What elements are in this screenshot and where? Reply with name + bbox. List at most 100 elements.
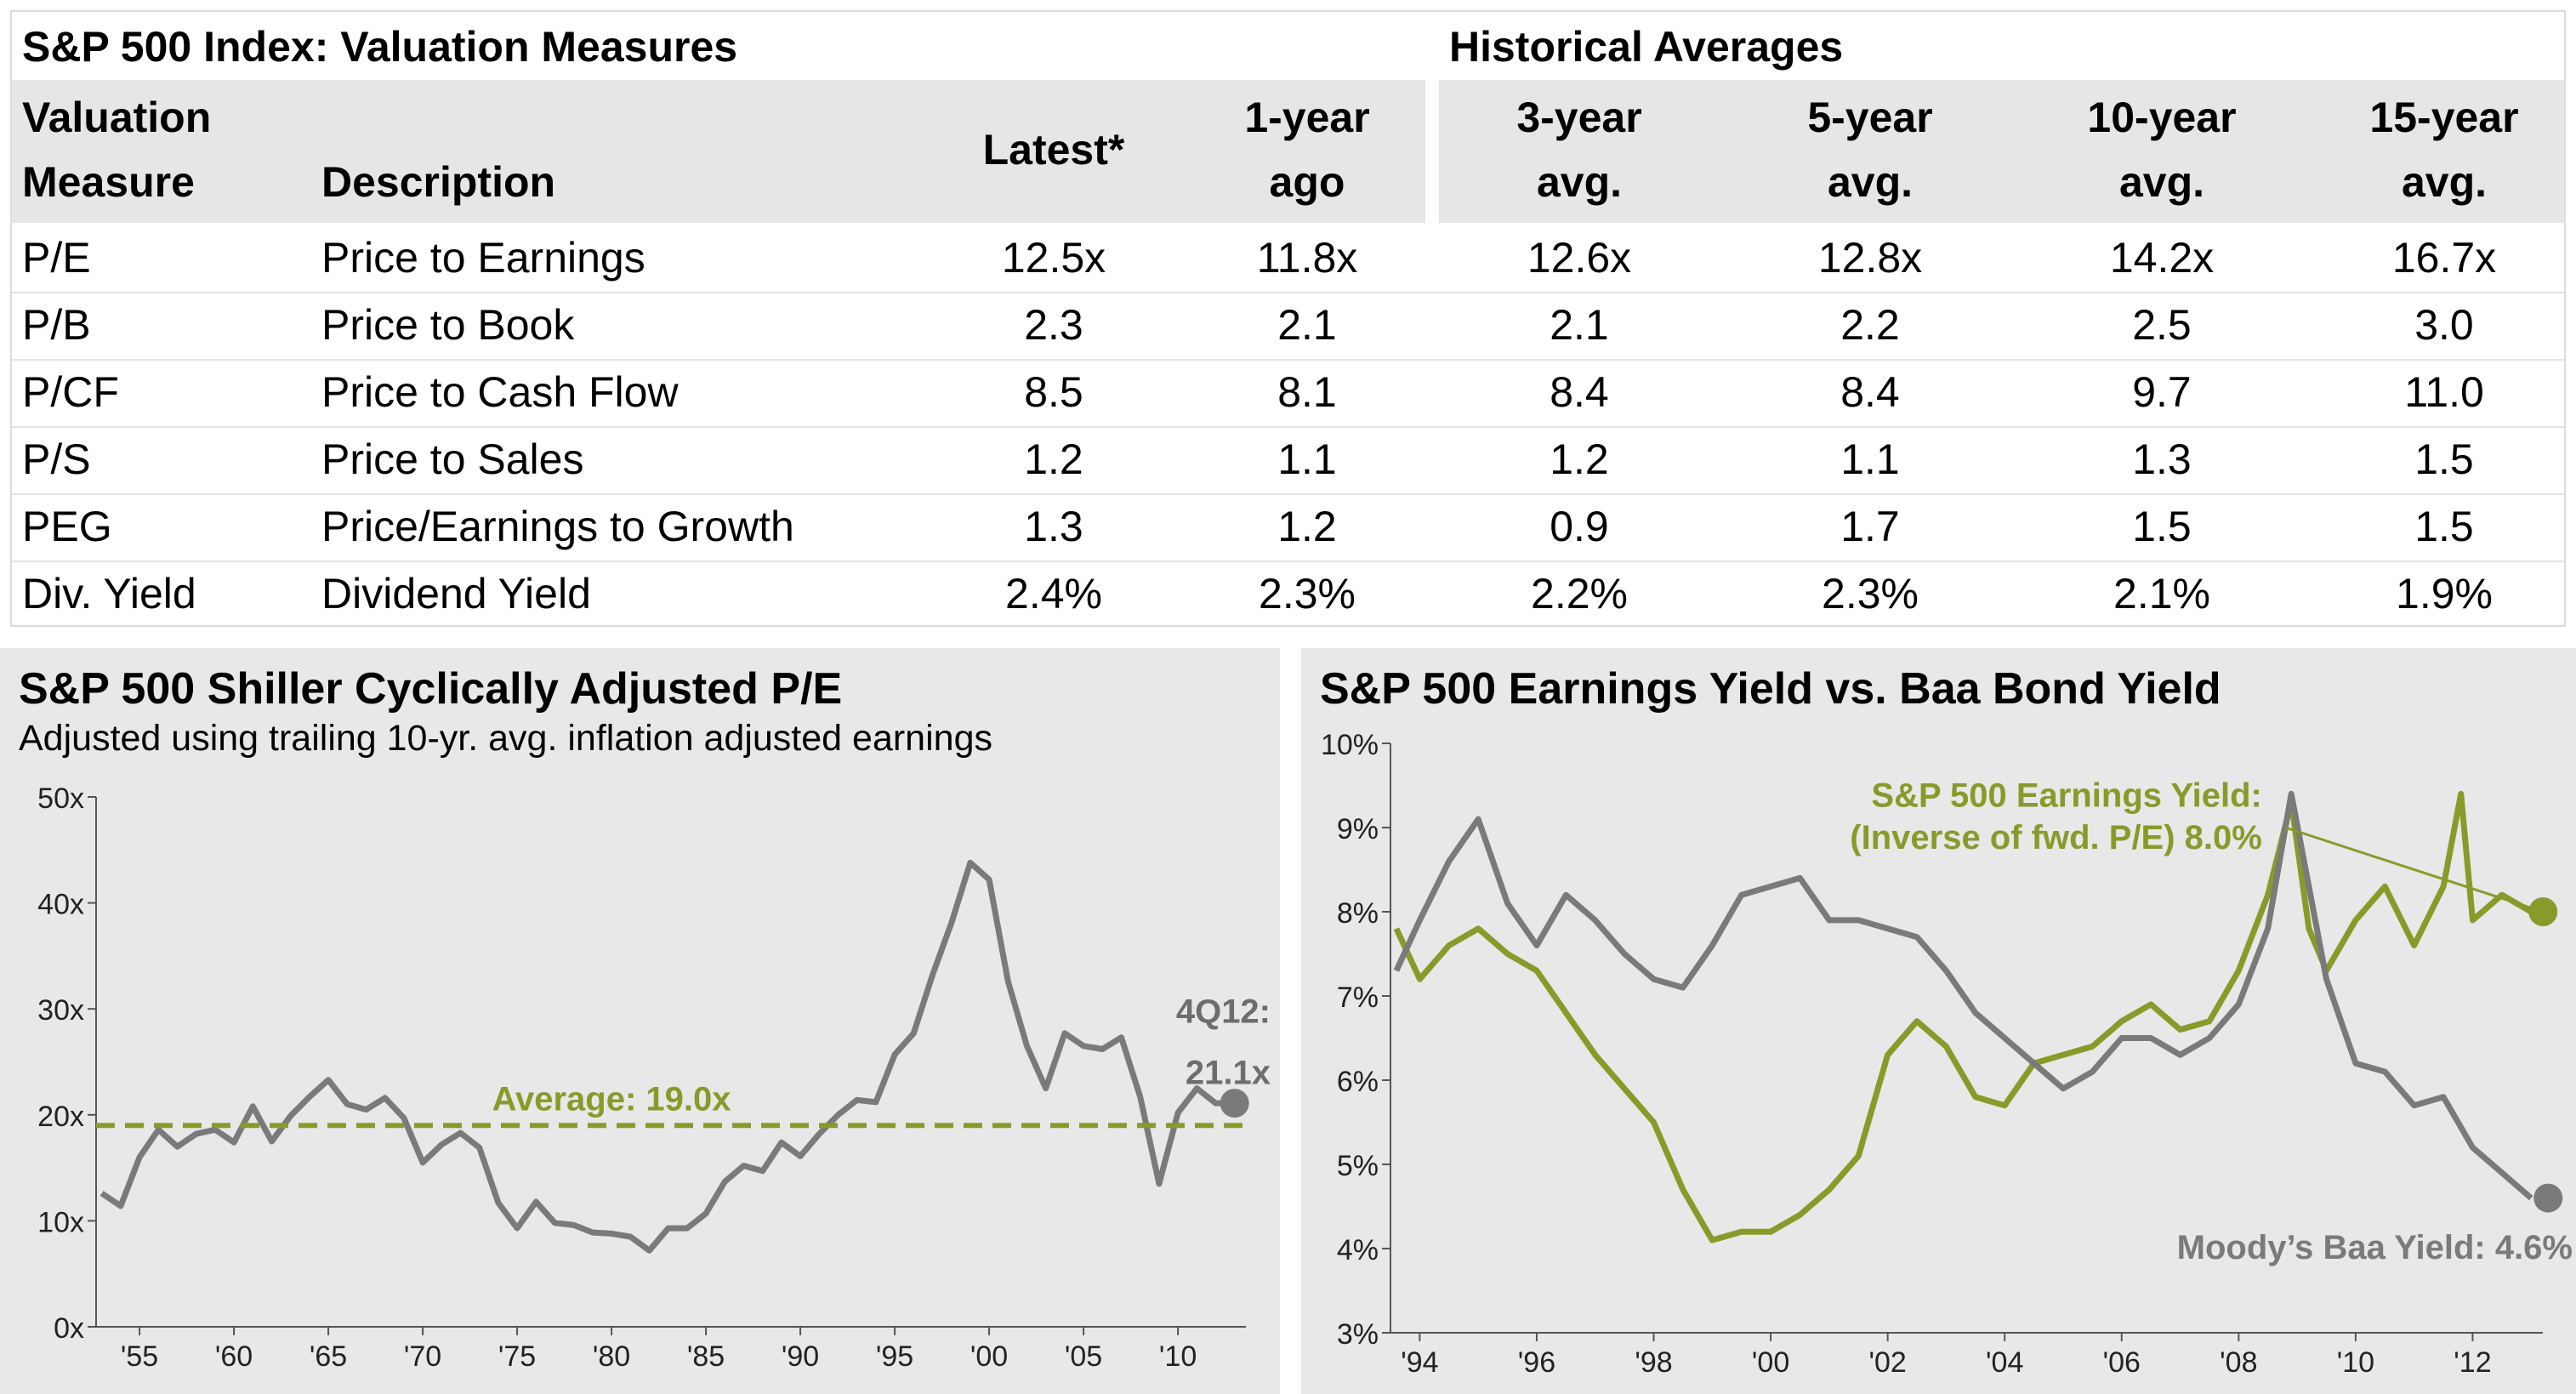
yield-x-tick-label: '94	[1401, 1346, 1438, 1379]
cell-avg3: 8.4	[1550, 368, 1609, 416]
yield-y-tick-label: 7%	[1337, 981, 1379, 1014]
cape-x-tick-label: '95	[876, 1340, 913, 1373]
cape-x-tick-label: '65	[310, 1340, 347, 1373]
cell-description: Price to Book	[321, 301, 575, 349]
cape-chart-title: S&P 500 Shiller Cyclically Adjusted P/E	[19, 664, 843, 714]
yield-chart-title: S&P 500 Earnings Yield vs. Baa Bond Yiel…	[1320, 664, 2221, 714]
header-measure-line2: Measure	[22, 158, 195, 206]
cell-avg10: 1.5	[2132, 503, 2192, 550]
cell-year-ago: 8.1	[1277, 368, 1337, 416]
cape-y-tick-label: 30x	[37, 994, 84, 1027]
cape-x-tick-label: '90	[782, 1340, 819, 1373]
cell-avg3: 0.9	[1550, 503, 1609, 550]
cell-latest: 8.5	[1024, 368, 1083, 416]
table-row: P/B Price to Book 2.3 2.1 2.1 2.2 2.5 3.…	[12, 292, 2564, 359]
cell-description: Price to Sales	[321, 435, 584, 483]
cell-avg5: 2.3%	[1822, 570, 1919, 617]
row-divider	[12, 359, 2564, 361]
cell-avg15: 3.0	[2414, 301, 2474, 349]
cape-x-tick-label: '70	[404, 1340, 441, 1373]
cape-y-tick-label: 40x	[37, 889, 84, 921]
cape-x-tick-label: '55	[121, 1340, 158, 1373]
cell-latest: 2.4%	[1005, 570, 1102, 617]
row-divider	[12, 426, 2564, 428]
header-year-ago-line2: ago	[1269, 158, 1345, 206]
cape-x-tick-label: '75	[498, 1340, 536, 1373]
yield-y-tick-label: 5%	[1337, 1150, 1379, 1182]
cape-end-marker	[1220, 1089, 1249, 1118]
cape-y-tick-label: 50x	[37, 782, 84, 815]
yield-y-tick-label: 9%	[1337, 813, 1379, 845]
cell-avg15: 1.9%	[2396, 570, 2493, 617]
cape-y-tick-label: 10x	[37, 1206, 84, 1238]
cell-description: Dividend Yield	[321, 570, 591, 617]
cape-x-tick-label: '00	[970, 1340, 1008, 1373]
yield-x-tick-label: '08	[2220, 1346, 2257, 1379]
cape-x-tick-label: '10	[1159, 1340, 1197, 1373]
yield-y-tick-label: 10%	[1321, 729, 1379, 761]
cell-description: Price/Earnings to Growth	[321, 503, 794, 550]
yield-x-tick-label: '02	[1868, 1346, 1906, 1379]
cell-description: Price to Earnings	[321, 234, 645, 282]
cell-measure: P/CF	[22, 368, 119, 416]
header-latest: Latest*	[982, 126, 1125, 174]
cape-end-label-line2: 21.1x	[1186, 1055, 1271, 1092]
cell-avg5: 1.1	[1840, 435, 1900, 483]
yield-x-tick-label: '04	[1986, 1346, 2023, 1379]
yield-x-tick-label: '00	[1752, 1346, 1789, 1379]
baa-yield-end-marker	[2533, 1183, 2563, 1213]
table-row: Div. Yield Dividend Yield 2.4% 2.3% 2.2%…	[12, 560, 2564, 628]
earnings-yield-label-line1: S&P 500 Earnings Yield:	[1871, 777, 2261, 814]
header-avg10-line1: 10-year	[2087, 94, 2237, 141]
cape-chart-panel: S&P 500 Shiller Cyclically Adjusted P/E …	[0, 648, 1280, 1394]
earnings-yield-end-marker	[2528, 897, 2558, 926]
valuation-table: S&P 500 Index: Valuation Measures Histor…	[10, 10, 2566, 627]
cell-avg10: 14.2x	[2109, 234, 2215, 282]
yield-series-line-0	[1393, 790, 2533, 1243]
header-avg3-line1: 3-year	[1516, 94, 1642, 141]
cape-chart: 0x 10x 20x 30x 40x 50x '55 '60 '65 '70 '75 '80 '85 '9…	[37, 782, 1271, 1373]
row-divider	[12, 560, 2564, 562]
cell-latest: 1.3	[1024, 503, 1083, 550]
header-description: Description	[321, 158, 556, 206]
yield-chart: 3% 4% 5% 6% 7% 8% 9% 10% '94 '96 '98 '00 '02 '04 '06 '0…	[1321, 729, 2573, 1379]
header-avg5-line1: 5-year	[1807, 94, 1933, 141]
yield-y-tick-label: 4%	[1337, 1234, 1379, 1266]
yield-series-line-1	[1393, 790, 2533, 1201]
cell-avg5: 12.8x	[1817, 234, 1923, 282]
cape-x-tick-label: '60	[215, 1340, 253, 1373]
cape-x-tick-label: '85	[687, 1340, 725, 1373]
header-measure-line1: Valuation	[22, 94, 212, 141]
cell-latest: 1.2	[1024, 435, 1083, 483]
header-avg3-line2: avg.	[1536, 158, 1623, 206]
cell-description: Price to Cash Flow	[321, 368, 679, 416]
cell-avg15: 16.7x	[2391, 234, 2497, 282]
cell-avg10: 2.1%	[2113, 570, 2210, 617]
cell-latest: 2.3	[1024, 301, 1083, 349]
header-background	[12, 80, 1425, 223]
cape-average-label: Average: 19.0x	[492, 1080, 731, 1118]
yield-x-tick-label: '10	[2337, 1346, 2374, 1379]
header-avg10-line2: avg.	[2118, 158, 2205, 206]
cell-avg5: 1.7	[1840, 503, 1900, 550]
cell-avg3: 2.2%	[1531, 570, 1628, 617]
table-row: P/S Price to Sales 1.2 1.1 1.2 1.1 1.3 1…	[12, 426, 2564, 493]
historical-averages-title: Historical Averages	[1449, 23, 1844, 71]
cell-avg15: 11.0	[2404, 368, 2484, 416]
cell-avg5: 2.2	[1840, 301, 1900, 349]
header-avg15-line2: avg.	[2401, 158, 2488, 206]
cell-year-ago: 11.8x	[1256, 234, 1358, 282]
cape-y-tick-label: 20x	[37, 1101, 84, 1133]
header-avg15-line1: 15-year	[2369, 94, 2519, 141]
yield-x-tick-label: '96	[1518, 1346, 1555, 1379]
cell-measure: P/S	[22, 435, 91, 483]
cell-avg3: 1.2	[1550, 435, 1609, 483]
cell-avg5: 8.4	[1840, 368, 1900, 416]
baa-yield-label: Moody’s Baa Yield: 4.6%	[2177, 1229, 2573, 1266]
table-row: P/CF Price to Cash Flow 8.5 8.1 8.4 8.4 …	[12, 359, 2564, 426]
cell-measure: Div. Yield	[22, 570, 196, 617]
cape-end-label-line1: 4Q12:	[1176, 993, 1271, 1030]
table-row: P/E Price to Earnings 12.5x 11.8x 12.6x …	[12, 225, 2564, 292]
cape-y-tick-label: 0x	[54, 1312, 84, 1345]
row-divider	[12, 493, 2564, 495]
